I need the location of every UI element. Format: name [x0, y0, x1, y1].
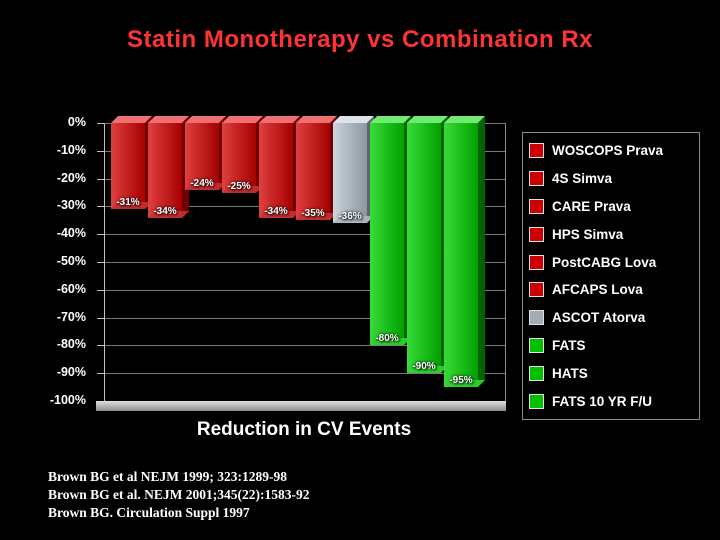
bar-value-label: -90% [412, 361, 436, 372]
legend-swatch [529, 254, 544, 270]
legend-swatch [529, 337, 544, 353]
citation-line: Brown BG et al NEJM 1999; 323:1289-98 [48, 469, 287, 484]
legend-item-4s-simva: 4S Simva [529, 171, 693, 187]
legend-item-hats: HATS [529, 365, 693, 381]
y-axis-label: -10% [56, 143, 86, 157]
gridline [105, 262, 505, 263]
y-axis-label: -20% [56, 171, 86, 185]
legend-item-hps-simva: HPS Simva [529, 226, 693, 242]
bar-front-face [148, 123, 182, 218]
y-axis-label: -60% [56, 282, 86, 296]
y-axis-label: -100% [49, 393, 86, 407]
citation-line: Brown BG. Circulation Suppl 1997 [48, 505, 250, 520]
axis-tick [97, 206, 105, 207]
citations: Brown BG et al NEJM 1999; 323:1289-98 Bro… [48, 468, 309, 522]
legend-item-fats: FATS [529, 337, 693, 353]
axis-tick [97, 179, 105, 180]
legend-item-fats-10-yr-f-u: FATS 10 YR F/U [529, 393, 693, 409]
bar-value-label: -34% [264, 206, 288, 217]
bar-side-face [478, 116, 485, 387]
bar-front-face [259, 123, 293, 218]
axis-tick [97, 123, 105, 124]
legend-swatch [529, 310, 544, 326]
legend-swatch [529, 198, 544, 214]
bar-value-label: -24% [190, 178, 214, 189]
gridline [105, 290, 505, 291]
bar-value-label: -35% [301, 208, 325, 219]
axis-tick [97, 151, 105, 152]
legend-label: FATS [552, 337, 586, 353]
x-axis-title: Reduction in CV Events [196, 419, 412, 440]
bar-care-prava: -24% [185, 116, 226, 190]
bar-front-face [111, 123, 145, 209]
slide-title: Statin Monotherapy vs Combination Rx [126, 26, 594, 53]
bar-front-face [185, 123, 219, 190]
gridline [105, 234, 505, 235]
legend-label: HPS Simva [552, 226, 624, 242]
bar-front-face [222, 123, 256, 193]
legend-label: HATS [552, 365, 588, 381]
axis-tick [97, 373, 105, 374]
legend-item-postcabg-lova: PostCABG Lova [529, 254, 693, 270]
y-axis-label: -70% [56, 310, 86, 324]
legend-swatch [529, 226, 544, 242]
bar-front-face [407, 123, 441, 373]
y-axis-label: 0% [67, 115, 86, 129]
legend-label: 4S Simva [552, 171, 613, 187]
y-axis: 0% -10% -20% -30% -40% -50% -60% -70% -80% -90% -1… [0, 115, 96, 407]
legend-swatch [529, 282, 544, 298]
legend-label: WOSCOPS Prava [552, 143, 664, 159]
axis-tick [97, 262, 105, 263]
bar-woscops-prava: -31% [111, 116, 152, 209]
legend-label: CARE Prava [552, 198, 631, 214]
legend-item-woscops-prava: WOSCOPS Prava [529, 143, 693, 159]
bar-afcaps-lova: -35% [296, 116, 337, 220]
bar-front-face [370, 123, 404, 345]
legend-item-care-prava: CARE Prava [529, 198, 693, 214]
y-axis-label: -30% [56, 198, 86, 212]
bar-value-label: -95% [449, 375, 473, 386]
bar-postcabg-lova: -34% [259, 116, 300, 218]
bar-fats: -80% [370, 116, 411, 345]
y-axis-label: -90% [56, 365, 86, 379]
gridline [105, 318, 505, 319]
legend-swatch [529, 365, 544, 381]
legend-label: AFCAPS Lova [552, 282, 643, 298]
legend: WOSCOPS Prava 4S Simva CARE Prava HPS Simva… [522, 132, 700, 420]
citation-line: Brown BG et al. NEJM 2001;345(22):1583-9… [48, 487, 310, 502]
bar-hats: -90% [407, 116, 448, 373]
gridline [105, 345, 505, 346]
bar-ascot-atorva: -36% [333, 116, 374, 223]
bar-4s-simva: -34% [148, 116, 189, 218]
plot-area: -31% -34% -24% -25% -34% -35% -36% -80% -90% -95% [96, 116, 506, 411]
legend-item-afcaps-lova: AFCAPS Lova [529, 282, 693, 298]
axis-tick [97, 290, 105, 291]
bar-hps-simva: -25% [222, 116, 263, 193]
bar-value-label: -31% [116, 197, 140, 208]
y-axis-label: -50% [56, 254, 86, 268]
legend-label: ASCOT Atorva [552, 310, 646, 326]
legend-item-ascot-atorva: ASCOT Atorva [529, 310, 693, 326]
bar-fats-10-yr-f-u: -95% [444, 116, 485, 387]
y-axis-label: -40% [56, 226, 86, 240]
legend-swatch [529, 171, 544, 187]
legend-label: PostCABG Lova [552, 254, 657, 270]
bar-value-label: -80% [375, 333, 399, 344]
bar-value-label: -34% [153, 206, 177, 217]
legend-label: FATS 10 YR F/U [552, 393, 653, 409]
bar-value-label: -25% [227, 181, 251, 192]
axis-tick [97, 345, 105, 346]
chart-floor [96, 401, 506, 411]
axis-tick [97, 318, 105, 319]
gridline [105, 373, 505, 374]
axis-tick [97, 234, 105, 235]
bar-front-face [444, 123, 478, 387]
bar-front-face [333, 123, 367, 223]
legend-swatch [529, 393, 544, 409]
bar-value-label: -36% [338, 211, 362, 222]
y-axis-label: -80% [56, 337, 86, 351]
bar-front-face [296, 123, 330, 220]
legend-swatch [529, 143, 544, 159]
